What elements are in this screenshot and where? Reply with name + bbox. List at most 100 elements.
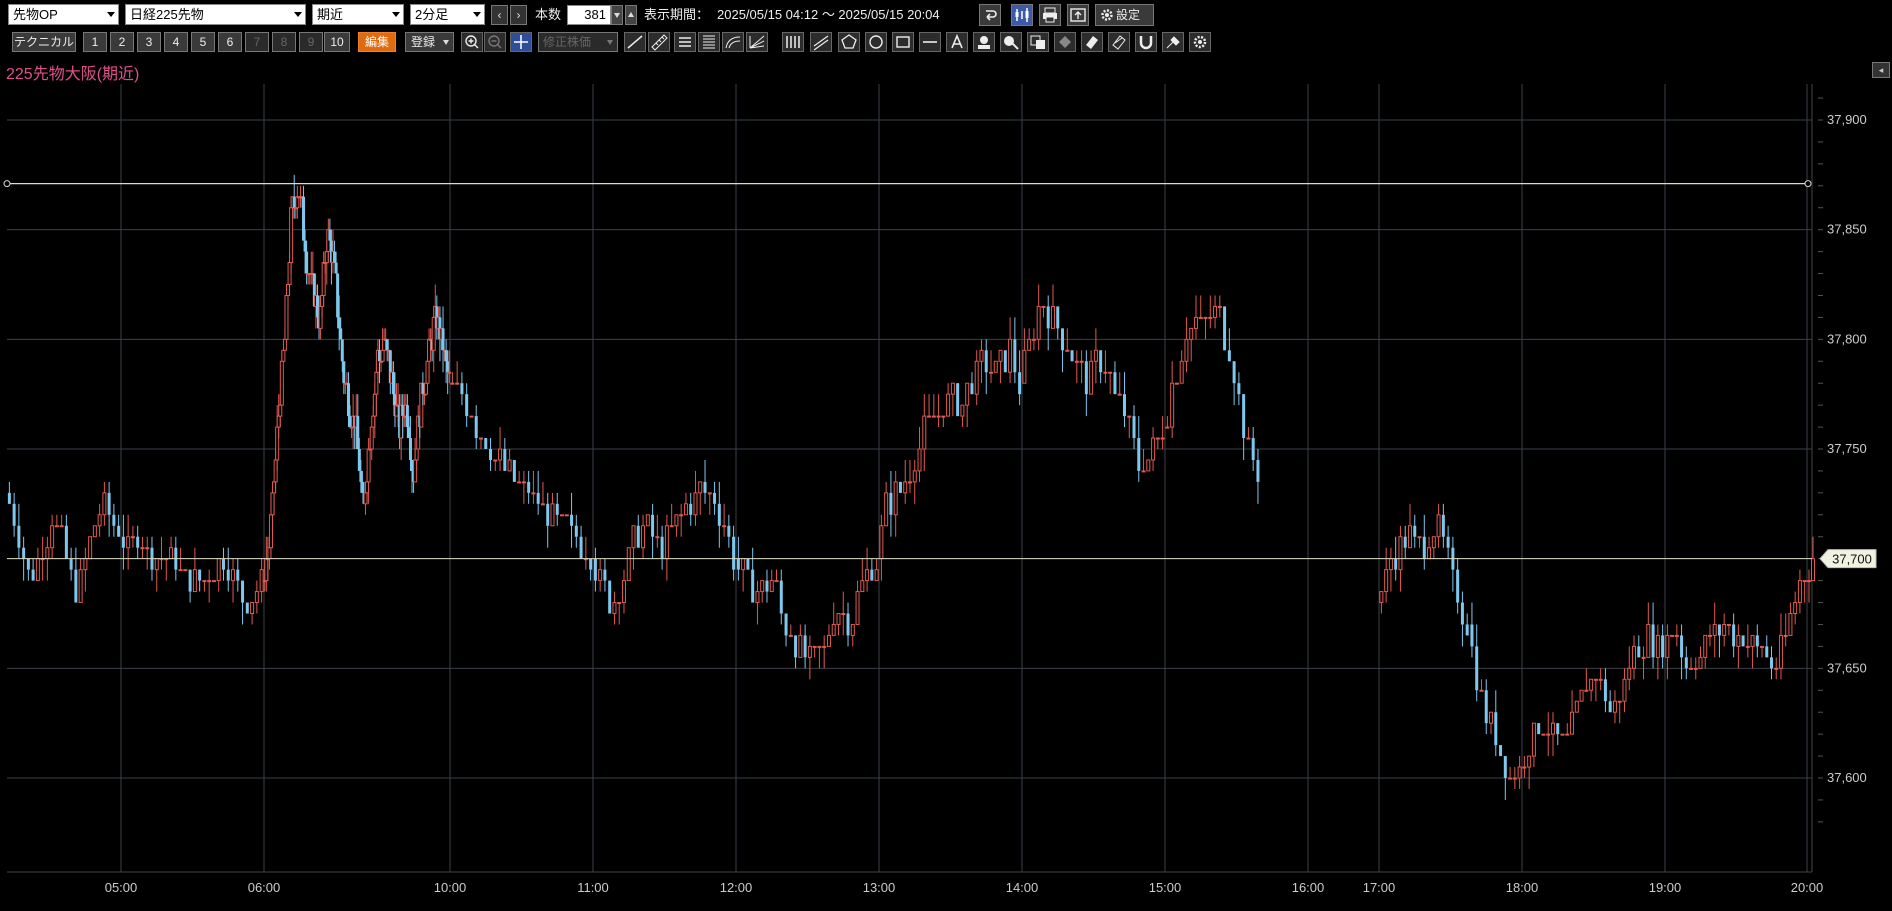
prev-button[interactable]: ‹	[491, 5, 508, 25]
slot-9-button[interactable]: 9	[299, 32, 323, 52]
eraser-tool[interactable]	[1081, 32, 1103, 52]
candle-up	[1436, 514, 1441, 538]
candle-down	[1227, 350, 1231, 362]
candle-down	[245, 602, 249, 614]
count-up-button[interactable]	[625, 5, 637, 25]
slot-3-button[interactable]: 3	[137, 32, 161, 52]
fibonacci-tool[interactable]	[698, 32, 720, 52]
crosshair-button[interactable]	[510, 32, 532, 52]
candle-down	[7, 492, 11, 504]
candle-down	[136, 536, 140, 548]
candle-down	[385, 339, 389, 351]
candle-up	[1783, 634, 1788, 637]
horizontal-line-icon	[923, 41, 937, 43]
candle-down	[348, 416, 352, 428]
candle-up	[974, 360, 979, 395]
candle-down	[1084, 361, 1088, 395]
candle-up	[1806, 580, 1811, 583]
ruler-tool[interactable]	[648, 32, 670, 52]
candle-down	[751, 569, 755, 603]
register-button[interactable]: 登録	[405, 32, 454, 52]
draw-settings-tool[interactable]	[1189, 32, 1211, 52]
polygon-tool[interactable]	[838, 32, 860, 52]
product-select[interactable]: 日経225先物	[125, 4, 306, 25]
candle-up	[517, 481, 522, 484]
candle-up	[1431, 536, 1436, 549]
magnet-tool[interactable]	[1135, 32, 1157, 52]
candle-down	[1137, 438, 1141, 471]
x-tick-label: 06:00	[248, 880, 281, 895]
settings-button[interactable]: 設定	[1095, 4, 1154, 26]
candle-up	[1670, 634, 1675, 637]
candle-up	[946, 393, 951, 417]
period-select[interactable]: 2分足	[410, 4, 485, 25]
candle-up	[1646, 623, 1651, 658]
channel-tool[interactable]	[810, 32, 832, 52]
export-button[interactable]	[1067, 4, 1089, 26]
candle-up	[931, 415, 936, 418]
count-down-button[interactable]	[611, 5, 623, 25]
horizontal-line-tool[interactable]	[919, 32, 941, 52]
candle-up	[92, 525, 97, 538]
text-tool[interactable]	[946, 32, 968, 52]
brush-tool[interactable]	[1162, 32, 1184, 52]
candle-down	[779, 580, 783, 614]
slot-7-button[interactable]: 7	[245, 32, 269, 52]
cycle-lines-tool[interactable]	[782, 32, 804, 52]
candle-down	[446, 361, 450, 373]
market-select[interactable]: 先物OP	[8, 4, 119, 25]
candle-down	[1494, 712, 1498, 746]
candle-up	[855, 591, 860, 625]
count-input[interactable]: 381	[567, 5, 611, 25]
candle-down	[589, 558, 593, 570]
slot-10-button[interactable]: 10	[324, 32, 350, 52]
candle-up	[1208, 316, 1213, 319]
technical-button[interactable]: テクニカル	[12, 32, 76, 52]
count-label: 本数	[535, 7, 562, 22]
fill-tool[interactable]	[1054, 32, 1076, 52]
candle-down	[1484, 690, 1488, 724]
slot-6-button[interactable]: 6	[218, 32, 242, 52]
candle-up	[369, 426, 374, 450]
rectangle-tool[interactable]	[892, 32, 914, 52]
collapse-panel-button[interactable]: ◂	[1872, 62, 1890, 78]
candle-up	[1022, 349, 1027, 384]
adjusted-price-select[interactable]: 修正株価	[538, 32, 618, 52]
copy-tool[interactable]	[1000, 32, 1022, 52]
candle-up	[998, 349, 1003, 362]
candle-down	[1061, 328, 1065, 351]
candle-up	[1174, 382, 1179, 385]
printer-icon	[1043, 7, 1057, 23]
eraser-all-tool[interactable]	[1108, 32, 1130, 52]
arc-tool[interactable]	[722, 32, 744, 52]
parallel-lines-tool[interactable]	[674, 32, 696, 52]
candle-down	[1556, 723, 1560, 735]
candle-down	[1237, 383, 1241, 395]
slot-4-button[interactable]: 4	[164, 32, 188, 52]
chart-type-button[interactable]	[1011, 4, 1033, 26]
candle-up	[102, 492, 107, 516]
slot-5-button[interactable]: 5	[191, 32, 215, 52]
candle-down	[12, 503, 16, 526]
contract-select[interactable]: 期近	[312, 4, 404, 25]
candle-down	[1403, 536, 1407, 548]
trendline-tool[interactable]	[624, 32, 646, 52]
zoom-out-button[interactable]	[484, 32, 506, 52]
slot-8-button[interactable]: 8	[272, 32, 296, 52]
icon-tool[interactable]	[973, 32, 995, 52]
candle-up	[1598, 678, 1603, 681]
edit-button[interactable]: 編集	[358, 32, 396, 52]
zoom-in-button[interactable]	[461, 32, 483, 52]
reset-button[interactable]	[979, 4, 1001, 26]
next-button[interactable]: ›	[510, 5, 527, 25]
circle-tool[interactable]	[865, 32, 887, 52]
candle-up	[941, 415, 946, 418]
fan-tool[interactable]	[746, 32, 768, 52]
slot-1-button[interactable]: 1	[83, 32, 107, 52]
candle-up	[860, 580, 865, 593]
candlestick-chart[interactable]: 37,900 37,850 37,800 37,750 37,650 37,600 05:0…	[0, 80, 1892, 911]
duplicate-tool[interactable]	[1027, 32, 1049, 52]
candle-up	[521, 481, 526, 484]
print-button[interactable]	[1039, 4, 1061, 26]
slot-2-button[interactable]: 2	[110, 32, 134, 52]
